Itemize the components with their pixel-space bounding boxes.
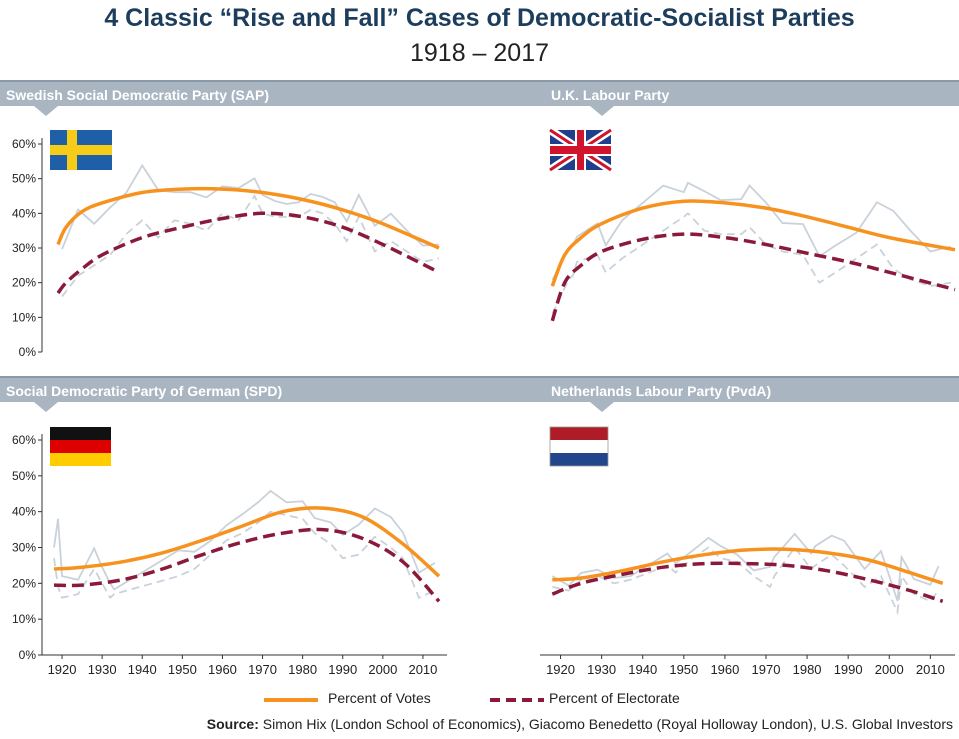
panel-4-x-tick-label: 1950 [669, 662, 698, 677]
panel-4-x-tick-label: 1930 [587, 662, 616, 677]
legend-electorate-swatch [490, 698, 544, 702]
germany-flag [50, 427, 111, 466]
panel-title-spd: Social Democratic Party of German (SPD) [6, 383, 283, 399]
panel-1-y-tick-label: 40% [12, 206, 36, 220]
panel-3-votes-raw-line [53, 489, 436, 591]
page-title: 4 Classic “Rise and Fall” Cases of Democ… [104, 4, 855, 32]
panel-3-y-tick-label: 40% [12, 505, 36, 519]
legend-votes-label: Percent of Votes [328, 690, 431, 706]
panel-1-votes-trend-line [56, 186, 440, 250]
panel-4-electorate-raw-line [552, 545, 940, 616]
panel-1-electorate-trend-line [56, 211, 440, 295]
panel-3-electorate-trend-line [53, 527, 441, 603]
panel-4-x-tick-label: 1960 [710, 662, 739, 677]
panel-band-bottom: Social Democratic Party of German (SPD) … [0, 376, 959, 402]
legend-votes-swatch [264, 698, 318, 702]
panel-1-y-tick-label: 60% [12, 137, 36, 151]
legend-electorate-label: Percent of Electorate [549, 690, 680, 706]
source-note: Source: Simon Hix (London School of Econ… [207, 716, 953, 732]
panel-3-x-tick-label: 1970 [248, 662, 277, 677]
panel-2-votes-trend-line [550, 199, 956, 287]
panel-3-x-tick-label: 2010 [408, 662, 437, 677]
uk-flag [547, 126, 614, 174]
panel-3-y-tick-label: 30% [12, 541, 36, 555]
band-pointer-uk-labour [590, 106, 614, 116]
sweden-flag [50, 130, 112, 170]
page-subtitle: 1918 – 2017 [409, 39, 550, 67]
panel-4-votes-raw-line [551, 532, 940, 602]
panel-4-x-tick-label: 1940 [628, 662, 657, 677]
panel-4-x-tick-label: 1920 [546, 662, 575, 677]
panel-1-y-tick-label: 30% [12, 241, 36, 255]
panel-3-y-tick-label: 20% [12, 576, 36, 590]
panel-3-x-tick-label: 1940 [128, 662, 157, 677]
panel-4-x-tick-label: 2000 [875, 662, 904, 677]
band-pointer-sap [34, 106, 58, 116]
panel-4-x-tick-label: 2010 [916, 662, 945, 677]
source-label: Source: [206, 716, 259, 732]
panel-3-x-tick-label: 1990 [328, 662, 357, 677]
panel-4-x-tick-label: 1990 [834, 662, 863, 677]
panel-1-y-tick-label: 10% [12, 310, 36, 324]
panel-1-electorate-raw-line [61, 194, 440, 298]
panel-3-x-tick-label: 1930 [88, 662, 117, 677]
panel-band-top: Swedish Social Democratic Party (SAP) U.… [0, 80, 959, 106]
panel-4-votes-trend-line [552, 547, 944, 585]
panel-1-y-tick-label: 0% [19, 345, 37, 359]
panel-3-electorate-raw-line [53, 510, 436, 600]
panel-1-y-tick-label: 50% [12, 172, 36, 186]
band-pointer-spd [34, 402, 58, 412]
panel-3-y-tick-label: 0% [19, 648, 37, 662]
panel-title-uk-labour: U.K. Labour Party [551, 87, 670, 103]
panel-4-x-tick-label: 1980 [793, 662, 822, 677]
panel-title-sap: Swedish Social Democratic Party (SAP) [6, 87, 269, 103]
source-text: Simon Hix (London School of Economics), … [262, 716, 953, 732]
panel-3-x-tick-label: 1960 [208, 662, 237, 677]
panel-3-x-tick-label: 1950 [168, 662, 197, 677]
panel-4-x-tick-label: 1970 [752, 662, 781, 677]
panel-3-y-tick-label: 10% [12, 612, 36, 626]
panel-2-votes-raw-line [551, 181, 952, 281]
band-pointer-pvda [590, 402, 614, 412]
panel-3-y-tick-label: 50% [12, 469, 36, 483]
panel-3-x-tick-label: 1980 [288, 662, 317, 677]
panel-2-electorate-trend-line [550, 232, 956, 322]
netherlands-flag [549, 426, 609, 467]
panel-3-votes-trend-line [53, 506, 441, 578]
panel-1-y-tick-label: 20% [12, 276, 36, 290]
panel-3-x-tick-label: 2000 [368, 662, 397, 677]
panel-1-votes-raw-line [61, 163, 440, 250]
panel-3-x-tick-label: 1920 [48, 662, 77, 677]
panel-2-electorate-raw-line [551, 212, 952, 315]
panel-3-y-tick-label: 60% [12, 433, 36, 447]
panel-title-pvda: Netherlands Labour Party (PvdA) [551, 383, 772, 399]
panel-4-electorate-trend-line [551, 561, 944, 603]
